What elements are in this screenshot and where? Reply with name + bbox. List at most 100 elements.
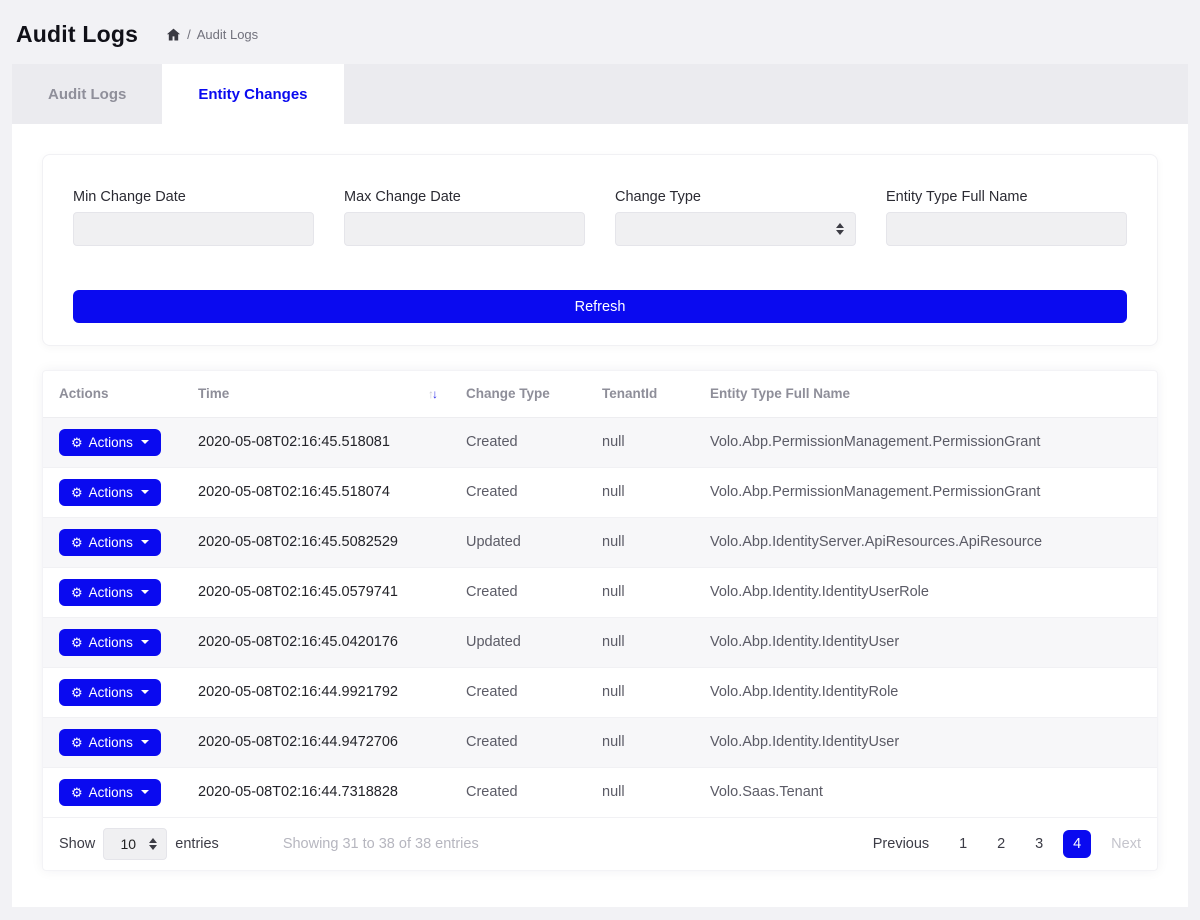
gear-icon: ⚙ <box>71 434 83 450</box>
audit-table-card: Actions Time ↑↓ Change Type TenantId Ent… <box>42 370 1158 871</box>
pagination-previous[interactable]: Previous <box>872 835 930 852</box>
cell-change-type: Created <box>456 567 592 618</box>
field-entity-type-full-name: Entity Type Full Name <box>886 189 1127 246</box>
column-header-entity: Entity Type Full Name <box>700 371 1157 418</box>
row-actions-button[interactable]: ⚙ Actions <box>59 478 161 506</box>
column-header-tenant-id: TenantId <box>592 371 700 418</box>
home-icon[interactable] <box>166 27 181 42</box>
row-actions-button[interactable]: ⚙ Actions <box>59 778 161 806</box>
tab-entity-changes[interactable]: Entity Changes <box>162 64 344 124</box>
gear-icon: ⚙ <box>71 534 83 550</box>
entity-type-full-name-input[interactable] <box>886 212 1127 246</box>
table-row: ⚙ Actions 2020-05-08T02:16:45.0420176 Up… <box>43 617 1157 668</box>
main-panel: Min Change Date Max Change Date Change T… <box>12 124 1188 907</box>
caret-down-icon <box>140 790 149 794</box>
cell-time: 2020-05-08T02:16:44.9921792 <box>188 667 456 718</box>
cell-tenant-id: null <box>592 767 700 818</box>
cell-change-type: Updated <box>456 617 592 668</box>
field-change-type: Change Type <box>615 189 856 246</box>
table-row: ⚙ Actions 2020-05-08T02:16:45.518074 Cre… <box>43 467 1157 518</box>
cell-tenant-id: null <box>592 667 700 718</box>
pagination: Previous 1 2 3 4 Next <box>872 829 1141 858</box>
caret-down-icon <box>140 590 149 594</box>
cell-time: 2020-05-08T02:16:44.9472706 <box>188 717 456 768</box>
page-size-select[interactable]: 10 <box>103 827 168 860</box>
gear-icon: ⚙ <box>71 734 83 750</box>
table-row: ⚙ Actions 2020-05-08T02:16:44.9472706 Cr… <box>43 717 1157 768</box>
cell-entity: Volo.Abp.Identity.IdentityRole <box>700 667 1157 718</box>
cell-tenant-id: null <box>592 467 700 518</box>
caret-down-icon <box>140 740 149 744</box>
cell-time: 2020-05-08T02:16:45.5082529 <box>188 517 456 568</box>
cell-tenant-id: null <box>592 517 700 568</box>
entity-changes-table: Actions Time ↑↓ Change Type TenantId Ent… <box>43 371 1157 818</box>
entries-label: entries <box>175 835 219 852</box>
filter-card: Min Change Date Max Change Date Change T… <box>42 154 1158 346</box>
row-actions-button[interactable]: ⚙ Actions <box>59 578 161 606</box>
row-actions-button[interactable]: ⚙ Actions <box>59 528 161 556</box>
breadcrumb: / Audit Logs <box>166 27 258 42</box>
table-footer: Show 10 entries Showing 31 to 38 of 38 e… <box>43 818 1157 870</box>
caret-down-icon <box>140 690 149 694</box>
breadcrumb-current: Audit Logs <box>196 26 259 42</box>
breadcrumb-separator: / <box>187 26 191 42</box>
pagination-page-1[interactable]: 1 <box>959 835 968 852</box>
row-actions-button[interactable]: ⚙ Actions <box>59 678 161 706</box>
caret-down-icon <box>140 490 149 494</box>
table-body: ⚙ Actions 2020-05-08T02:16:45.518081 Cre… <box>43 417 1157 818</box>
cell-change-type: Created <box>456 467 592 518</box>
table-row: ⚙ Actions 2020-05-08T02:16:44.7318828 Cr… <box>43 767 1157 818</box>
table-header-row: Actions Time ↑↓ Change Type TenantId Ent… <box>43 371 1157 418</box>
showing-info: Showing 31 to 38 of 38 entries <box>282 835 479 852</box>
caret-down-icon <box>140 540 149 544</box>
table-row: ⚙ Actions 2020-05-08T02:16:45.5082529 Up… <box>43 517 1157 568</box>
cell-entity: Volo.Abp.PermissionManagement.Permission… <box>700 417 1157 468</box>
cell-tenant-id: null <box>592 717 700 768</box>
max-change-date-label: Max Change Date <box>344 189 461 205</box>
cell-entity: Volo.Abp.Identity.IdentityUser <box>700 617 1157 668</box>
gear-icon: ⚙ <box>71 684 83 700</box>
cell-change-type: Created <box>456 417 592 468</box>
pagination-page-2[interactable]: 2 <box>997 835 1006 852</box>
cell-entity: Volo.Abp.IdentityServer.ApiResources.Api… <box>700 517 1157 568</box>
change-type-select[interactable] <box>615 212 856 246</box>
show-label: Show <box>59 835 96 852</box>
cell-entity: Volo.Saas.Tenant <box>700 767 1157 818</box>
cell-change-type: Created <box>456 717 592 768</box>
gear-icon: ⚙ <box>71 784 83 800</box>
cell-time: 2020-05-08T02:16:45.0420176 <box>188 617 456 668</box>
entity-type-full-name-label: Entity Type Full Name <box>886 189 1028 205</box>
pagination-page-3[interactable]: 3 <box>1035 835 1044 852</box>
row-actions-button[interactable]: ⚙ Actions <box>59 628 161 656</box>
tabstrip: Audit Logs Entity Changes <box>12 64 1188 124</box>
gear-icon: ⚙ <box>71 634 83 650</box>
row-actions-button[interactable]: ⚙ Actions <box>59 428 161 456</box>
cell-entity: Volo.Abp.Identity.IdentityUser <box>700 717 1157 768</box>
change-type-label: Change Type <box>615 189 701 205</box>
min-change-date-label: Min Change Date <box>73 189 186 205</box>
gear-icon: ⚙ <box>71 484 83 500</box>
refresh-button[interactable]: Refresh <box>73 290 1127 323</box>
tab-audit-logs[interactable]: Audit Logs <box>48 85 127 103</box>
cell-entity: Volo.Abp.Identity.IdentityUserRole <box>700 567 1157 618</box>
caret-down-icon <box>140 440 149 444</box>
cell-tenant-id: null <box>592 567 700 618</box>
select-arrows-icon <box>149 837 158 850</box>
cell-change-type: Updated <box>456 517 592 568</box>
field-min-change-date: Min Change Date <box>73 189 314 246</box>
row-actions-button[interactable]: ⚙ Actions <box>59 728 161 756</box>
cell-tenant-id: null <box>592 617 700 668</box>
field-max-change-date: Max Change Date <box>344 189 585 246</box>
pagination-page-4[interactable]: 4 <box>1063 829 1092 858</box>
table-row: ⚙ Actions 2020-05-08T02:16:45.0579741 Cr… <box>43 567 1157 618</box>
max-change-date-input[interactable] <box>344 212 585 246</box>
sort-icon[interactable]: ↑↓ <box>428 386 438 401</box>
min-change-date-input[interactable] <box>73 212 314 246</box>
page-title: Audit Logs <box>16 20 139 47</box>
cell-time: 2020-05-08T02:16:45.518074 <box>188 467 456 518</box>
page-header: Audit Logs / Audit Logs <box>0 0 1200 64</box>
cell-tenant-id: null <box>592 417 700 468</box>
column-header-change-type: Change Type <box>456 371 592 418</box>
column-header-time[interactable]: Time ↑↓ <box>188 371 456 418</box>
cell-change-type: Created <box>456 667 592 718</box>
